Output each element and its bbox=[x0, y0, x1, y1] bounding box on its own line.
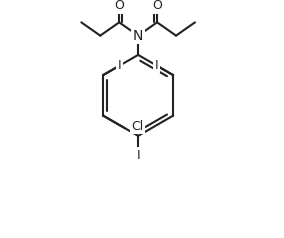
Text: O: O bbox=[152, 0, 162, 12]
Text: Cl: Cl bbox=[131, 120, 144, 133]
Text: I: I bbox=[155, 59, 158, 72]
Text: I: I bbox=[118, 59, 122, 72]
Text: I: I bbox=[136, 149, 140, 162]
Text: N: N bbox=[133, 29, 143, 43]
Text: O: O bbox=[114, 0, 124, 12]
